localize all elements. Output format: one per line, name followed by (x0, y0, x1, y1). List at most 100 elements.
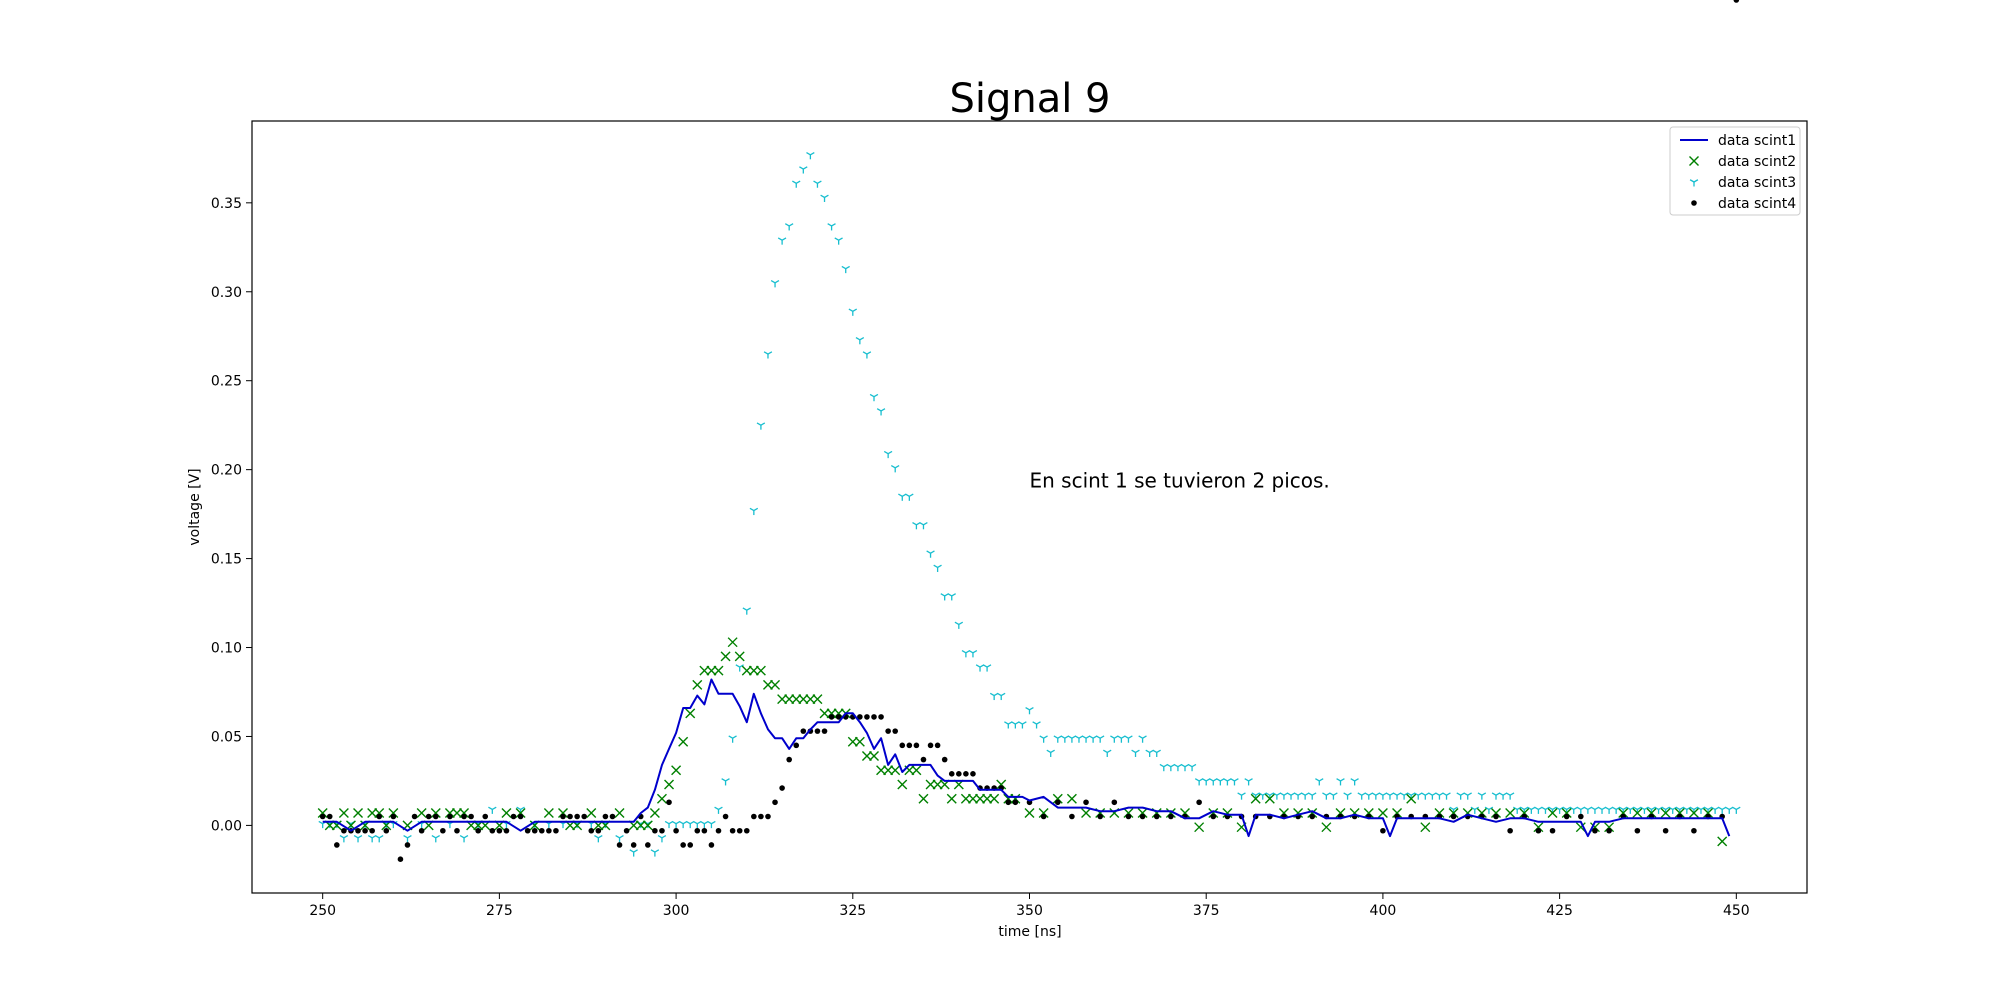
data-scint4-point (390, 813, 397, 820)
data-scint3-point (1216, 778, 1225, 786)
data-scint2-point (748, 665, 759, 676)
data-scint3-point (339, 835, 349, 843)
data-scint4-point (956, 771, 962, 777)
data-scint4-point (659, 827, 665, 834)
data-scint2-point (416, 807, 427, 818)
data-scint2-point (1003, 793, 1014, 804)
data-scint4-point (885, 728, 891, 734)
data-scint2-point (586, 807, 597, 818)
data-scint3-point (1611, 806, 1621, 814)
data-scint3-point (905, 493, 914, 501)
data-scint4-point (510, 813, 517, 820)
data-scint3-point (1527, 806, 1536, 814)
data-scint4-point (376, 813, 383, 820)
data-scint4-point (878, 714, 884, 720)
data-scint3-point (1640, 806, 1649, 814)
data-scint3-point (1322, 792, 1331, 800)
data-scint2-point (1081, 807, 1092, 818)
data-scint2-point (1674, 807, 1685, 818)
plot-frame (251, 120, 1808, 894)
data-scint3-point (1117, 735, 1126, 743)
legend-data-scint4-swatch (1691, 200, 1697, 206)
data-scint3-point (1371, 792, 1381, 800)
data-scint3-point (1385, 792, 1395, 800)
data-scint4-point (602, 813, 609, 820)
x-tick-label: 350 (1016, 903, 1043, 919)
data-scint2-point (1561, 807, 1572, 818)
data-scint4-point (383, 827, 390, 834)
data-scint2-point (317, 807, 328, 818)
data-scint4-point (736, 827, 743, 834)
data-scint2-point (1434, 807, 1445, 818)
plot-marks (317, 0, 1741, 863)
y-axis: 0.00 0.05 0.10 0.15 0.20 0.25 0.30 0.35 (211, 196, 252, 834)
legend-data-scint2-label: data scint2 (1718, 154, 1796, 170)
data-scint4-point (1549, 827, 1556, 834)
data-scint2-point (1307, 807, 1318, 818)
data-scint2-point (642, 820, 653, 831)
data-scint4-point (397, 856, 404, 863)
data-scint4-point (411, 813, 418, 820)
data-scint2-point (1646, 807, 1657, 818)
data-scint3-point (403, 835, 412, 843)
data-scint4-point (857, 714, 863, 720)
data-scint2-point (1703, 807, 1714, 818)
data-scint3-point (1300, 792, 1310, 800)
data-scint3-point (1145, 749, 1154, 757)
data-scint4-point (341, 827, 347, 834)
data-scint2-point (515, 807, 526, 818)
data-scint3-point (1293, 792, 1303, 800)
data-scint4-point (560, 813, 566, 820)
data-scint2-point (1476, 807, 1487, 818)
data-scint2-point (741, 665, 752, 676)
data-scint2-point (960, 793, 971, 804)
data-scint3-point (1364, 792, 1374, 800)
data-scint3-point (1428, 792, 1437, 800)
data-scint3-point (784, 223, 794, 231)
data-scint4-point (553, 827, 559, 834)
data-scint2-point (1632, 807, 1643, 818)
data-scint4-point (715, 827, 722, 834)
data-scint4-point (1309, 813, 1316, 820)
data-scint3-point (1053, 735, 1063, 743)
data-scint2-point (1604, 822, 1615, 833)
data-scint3-point (834, 237, 843, 245)
data-scint3-point (947, 593, 956, 601)
data-scint3-point (374, 835, 384, 843)
x-tick-label: 275 (486, 903, 513, 919)
legend-data-scint2-swatch (1689, 156, 1699, 166)
data-scint3-point (749, 507, 759, 516)
data-scint3-point (1491, 792, 1501, 800)
data-scint4-point (1634, 827, 1641, 834)
data-scint4-point (546, 827, 552, 834)
data-scint4-point (694, 827, 701, 834)
data-scint4-point (871, 714, 877, 720)
data-scint2-point (1024, 807, 1035, 818)
data-scint2-point (1589, 822, 1600, 833)
data-scint3-point (792, 180, 801, 188)
data-scint4-point (362, 827, 368, 834)
data-scint4-point (779, 785, 785, 791)
data-scint1-series (322, 678, 1731, 838)
data-scint3-point (431, 835, 441, 843)
data-scint2-point (1208, 807, 1219, 818)
data-scint4-point (432, 813, 439, 820)
data-scint2-point (1420, 822, 1431, 833)
data-scint2-point (989, 793, 1000, 804)
data-scint3-point (693, 820, 702, 829)
data-scint4-point (468, 813, 474, 820)
data-scint2-point (1194, 822, 1205, 833)
data-scint2-point (876, 765, 887, 776)
data-scint2-point (798, 694, 809, 705)
data-scint3-point (1414, 792, 1423, 800)
data-scint4-point (524, 827, 531, 834)
data-scint3-point (1498, 792, 1508, 800)
data-scint2-point (1363, 807, 1374, 818)
data-scint4-point (786, 756, 792, 763)
data-scint4-point (1097, 813, 1103, 820)
data-scint2-point (1165, 807, 1176, 818)
legend: data scint1 data scint2 data scint3 data sc… (1669, 126, 1801, 216)
data-scint2-point (543, 807, 554, 818)
data-scint2-point (444, 807, 455, 818)
